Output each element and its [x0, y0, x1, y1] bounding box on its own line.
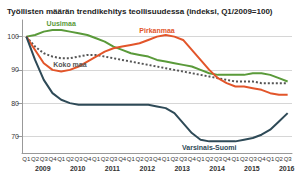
- svg-text:Q1: Q1: [197, 156, 206, 162]
- svg-text:Q4: Q4: [258, 156, 267, 162]
- svg-text:Varsinais-Suomi: Varsinais-Suomi: [182, 144, 237, 151]
- svg-text:Q2: Q2: [136, 156, 145, 162]
- svg-text:2011: 2011: [105, 165, 120, 172]
- svg-text:Q3: Q3: [214, 156, 223, 162]
- svg-text:2010: 2010: [70, 165, 86, 172]
- svg-text:Q3: Q3: [109, 156, 118, 162]
- svg-text:Q1: Q1: [22, 156, 31, 162]
- svg-text:80: 80: [11, 100, 19, 107]
- svg-text:Q2: Q2: [66, 156, 75, 162]
- svg-text:Q4: Q4: [153, 156, 162, 162]
- svg-text:2013: 2013: [174, 165, 190, 172]
- svg-text:Q1: Q1: [92, 156, 101, 162]
- svg-text:Uusimaa: Uusimaa: [47, 20, 76, 27]
- svg-text:Q1: Q1: [231, 156, 240, 162]
- svg-text:Q2: Q2: [101, 156, 110, 162]
- svg-text:Q1: Q1: [127, 156, 136, 162]
- svg-text:Q3: Q3: [284, 156, 293, 162]
- svg-text:Työllisten määrän trendikehity: Työllisten määrän trendikehitys teollisu…: [7, 7, 273, 16]
- svg-text:Q1: Q1: [162, 156, 171, 162]
- svg-text:Q3: Q3: [179, 156, 188, 162]
- svg-text:Q3: Q3: [249, 156, 258, 162]
- svg-text:Q4: Q4: [188, 156, 197, 162]
- svg-text:Koko maa: Koko maa: [53, 61, 87, 68]
- svg-text:Q2: Q2: [170, 156, 179, 162]
- svg-text:Q2: Q2: [240, 156, 249, 162]
- svg-text:Q2: Q2: [275, 156, 284, 162]
- svg-text:90: 90: [11, 66, 19, 73]
- svg-text:2015: 2015: [244, 165, 260, 172]
- svg-text:Q4: Q4: [223, 156, 232, 162]
- svg-text:100: 100: [7, 33, 19, 40]
- svg-text:Q4: Q4: [83, 156, 92, 162]
- svg-text:Q1: Q1: [266, 156, 275, 162]
- svg-text:Q3: Q3: [144, 156, 153, 162]
- svg-text:2012: 2012: [140, 165, 156, 172]
- svg-text:Q4: Q4: [118, 156, 127, 162]
- svg-text:Q3: Q3: [40, 156, 49, 162]
- svg-text:Pirkanmaa: Pirkanmaa: [139, 27, 175, 34]
- svg-text:Q3: Q3: [75, 156, 84, 162]
- svg-text:2009: 2009: [35, 165, 51, 172]
- svg-text:Q2: Q2: [205, 156, 214, 162]
- svg-text:Q2: Q2: [31, 156, 40, 162]
- svg-text:Q1: Q1: [57, 156, 66, 162]
- svg-text:2014: 2014: [209, 165, 225, 172]
- svg-text:Q4: Q4: [48, 156, 57, 162]
- svg-text:2016: 2016: [279, 165, 295, 172]
- svg-text:70: 70: [11, 133, 19, 140]
